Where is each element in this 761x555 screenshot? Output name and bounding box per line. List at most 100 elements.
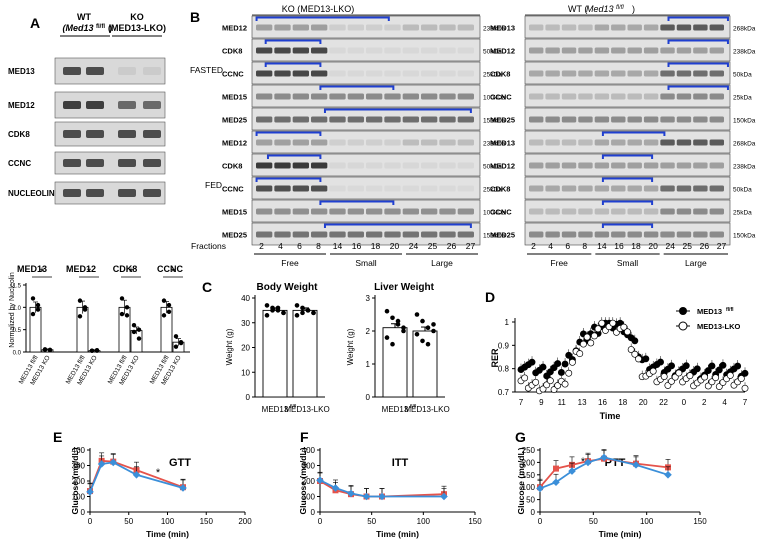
b-blot-band [256,185,273,192]
b-blot-band [561,162,577,169]
b-blot-band [311,162,328,169]
b-blot-band [676,208,692,215]
b-blot-band [676,185,692,192]
b-blot-band [594,185,610,192]
b-blot-band [421,47,438,54]
b-blot-band [561,47,577,54]
c-point [275,305,281,311]
a-blot-band [63,67,81,75]
b-blot-band [421,208,438,215]
glucose-ytick: 0 [311,508,316,517]
panel-letter-e: E [53,429,62,445]
d-point-wt [715,366,723,374]
b-blot-band [347,162,364,169]
b-blot-band [627,231,642,238]
b-blot-band [347,185,364,192]
d-legend-wt-sup: fl/fl [726,307,734,313]
b-blot-kda: 238kDa [733,164,756,171]
b-blot-band [611,24,626,31]
b-complex-bracket [601,200,654,205]
panel-letter-b: B [190,9,200,25]
b-blot-band [545,24,560,31]
b-complex-bracket [255,16,390,21]
glucose-xtick: 0 [318,517,323,526]
b-blot-strip [524,61,731,85]
c-ytick: 0 [246,393,251,402]
b-blot-band [660,208,675,215]
b-blot-band [439,139,456,146]
b-blot-band [329,47,346,54]
b-blot-band [611,70,626,77]
glucose-ytick: 100 [72,493,86,502]
b-blot-band [421,231,438,238]
b-blot-band [676,93,692,100]
b-complex-bracket [264,62,322,67]
d-point-ko [660,373,668,380]
glucose-point [132,471,141,479]
d-point-ko [609,319,617,327]
a-blot-band [143,67,161,75]
b-ko-title: KO (MED13-LKO) [282,4,355,14]
b-blot-label: CCNC [490,208,512,217]
glucose-ytick: 300 [72,462,86,471]
b-blot-band [311,24,328,31]
a-point [124,313,130,318]
b-blot-band [611,93,626,100]
d-point-wt [734,362,742,370]
b-fed-label: FED [205,180,222,190]
c-point [425,325,431,331]
d-legend-ko: MED13-LKO [697,322,741,331]
b-blot-band [311,93,328,100]
c-point [414,332,420,337]
b-blot-band [347,24,364,31]
a-bar [76,306,89,353]
ko-header: KO [130,12,144,22]
glucose-ytick: 250 [522,446,536,455]
d-xtick: 7 [743,398,748,407]
c-ytick: 30 [241,319,250,328]
c-point [420,318,425,324]
b-blot-band [274,231,291,238]
b-blot-band [627,116,642,123]
b-blot-strip [524,15,731,39]
b-blot-band [256,47,273,54]
panel-letter-d: D [485,289,495,305]
a-significance-star: * [87,265,92,279]
d-point-ko [741,384,749,392]
b-blot-strip [251,15,481,39]
panel-d: RER Time 0.7 0.8 0.9 1 7 9 11 13 16 18 20 22 0 2 4 7 ME… [490,307,749,421]
b-fraction-group: Free [550,258,568,268]
b-fraction-number: 26 [447,241,457,251]
b-blot-strip [251,84,481,108]
a-point [94,348,100,353]
c-point [300,310,305,316]
b-blot-band [329,162,346,169]
a-point [30,296,36,301]
b-blot-band [347,116,364,123]
b-wt-title: WT ( [568,4,587,14]
d-point-ko [546,377,554,385]
d-point-ko [583,333,591,341]
b-fraction-number: 24 [665,241,675,251]
glucose-point [632,461,640,469]
a-blot-label: MED13 [8,67,35,76]
glucose-xtick: 0 [538,517,543,526]
b-blot-band [402,208,419,215]
b-blot-band [256,139,273,146]
d-point-ko [532,378,540,386]
b-blot-band [292,231,309,238]
b-blot-band [693,162,708,169]
b-blot-kda: 25kDa [483,72,502,79]
c-bar [292,309,318,398]
d-xtick: 18 [618,398,627,407]
b-blot-band [439,185,456,192]
d-point-ko [565,369,573,377]
b-blot-kda: 268kDa [733,141,756,148]
glucose-point [331,484,340,492]
b-fraction-number: 26 [700,241,710,251]
a-point [35,302,41,308]
b-blot-kda: 25kDa [733,95,752,102]
b-blot-band [594,231,610,238]
b-blot-kda: 150kDa [483,118,506,125]
b-blot-band [578,139,593,146]
